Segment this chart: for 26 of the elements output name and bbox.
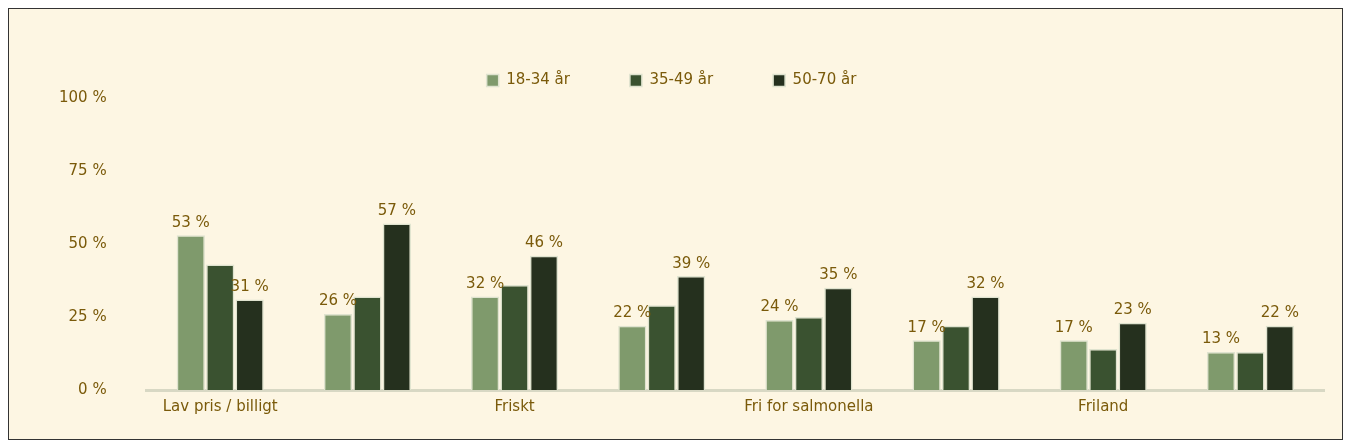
data-label: 32 % — [966, 273, 1005, 292]
data-label: 53 % — [171, 212, 210, 231]
data-label: 46 % — [524, 233, 564, 252]
y-tick-label: 25 % — [68, 306, 107, 325]
y-tick-label: 50 % — [68, 233, 107, 252]
y-tick-label: 0 % — [78, 379, 107, 398]
data-label: 17 % — [907, 317, 946, 336]
data-label: 39 % — [672, 253, 711, 272]
y-tick-label: 100 % — [59, 87, 107, 106]
legend-label: 50-70 år — [792, 70, 858, 89]
data-label: 57 % — [377, 200, 416, 219]
x-tick-label: Friskt — [494, 396, 535, 415]
legend-label: 35-49 år — [649, 70, 714, 89]
data-label: 26 % — [318, 291, 358, 310]
data-label: 22 % — [1260, 303, 1299, 322]
data-label: 23 % — [1113, 300, 1152, 319]
data-label: 17 % — [1054, 317, 1093, 336]
data-label: 35 % — [819, 265, 858, 284]
data-label: 32 % — [466, 273, 505, 292]
legend-label: 18-34 år — [506, 70, 571, 89]
x-tick-label: Lav pris / billigt — [162, 396, 278, 415]
x-tick-label: Fri for salmonella — [744, 396, 874, 415]
y-tick-label: 75 % — [68, 160, 107, 179]
x-tick-label: Friland — [1078, 396, 1129, 415]
data-label: 24 % — [760, 297, 799, 316]
data-label: 13 % — [1201, 329, 1241, 348]
